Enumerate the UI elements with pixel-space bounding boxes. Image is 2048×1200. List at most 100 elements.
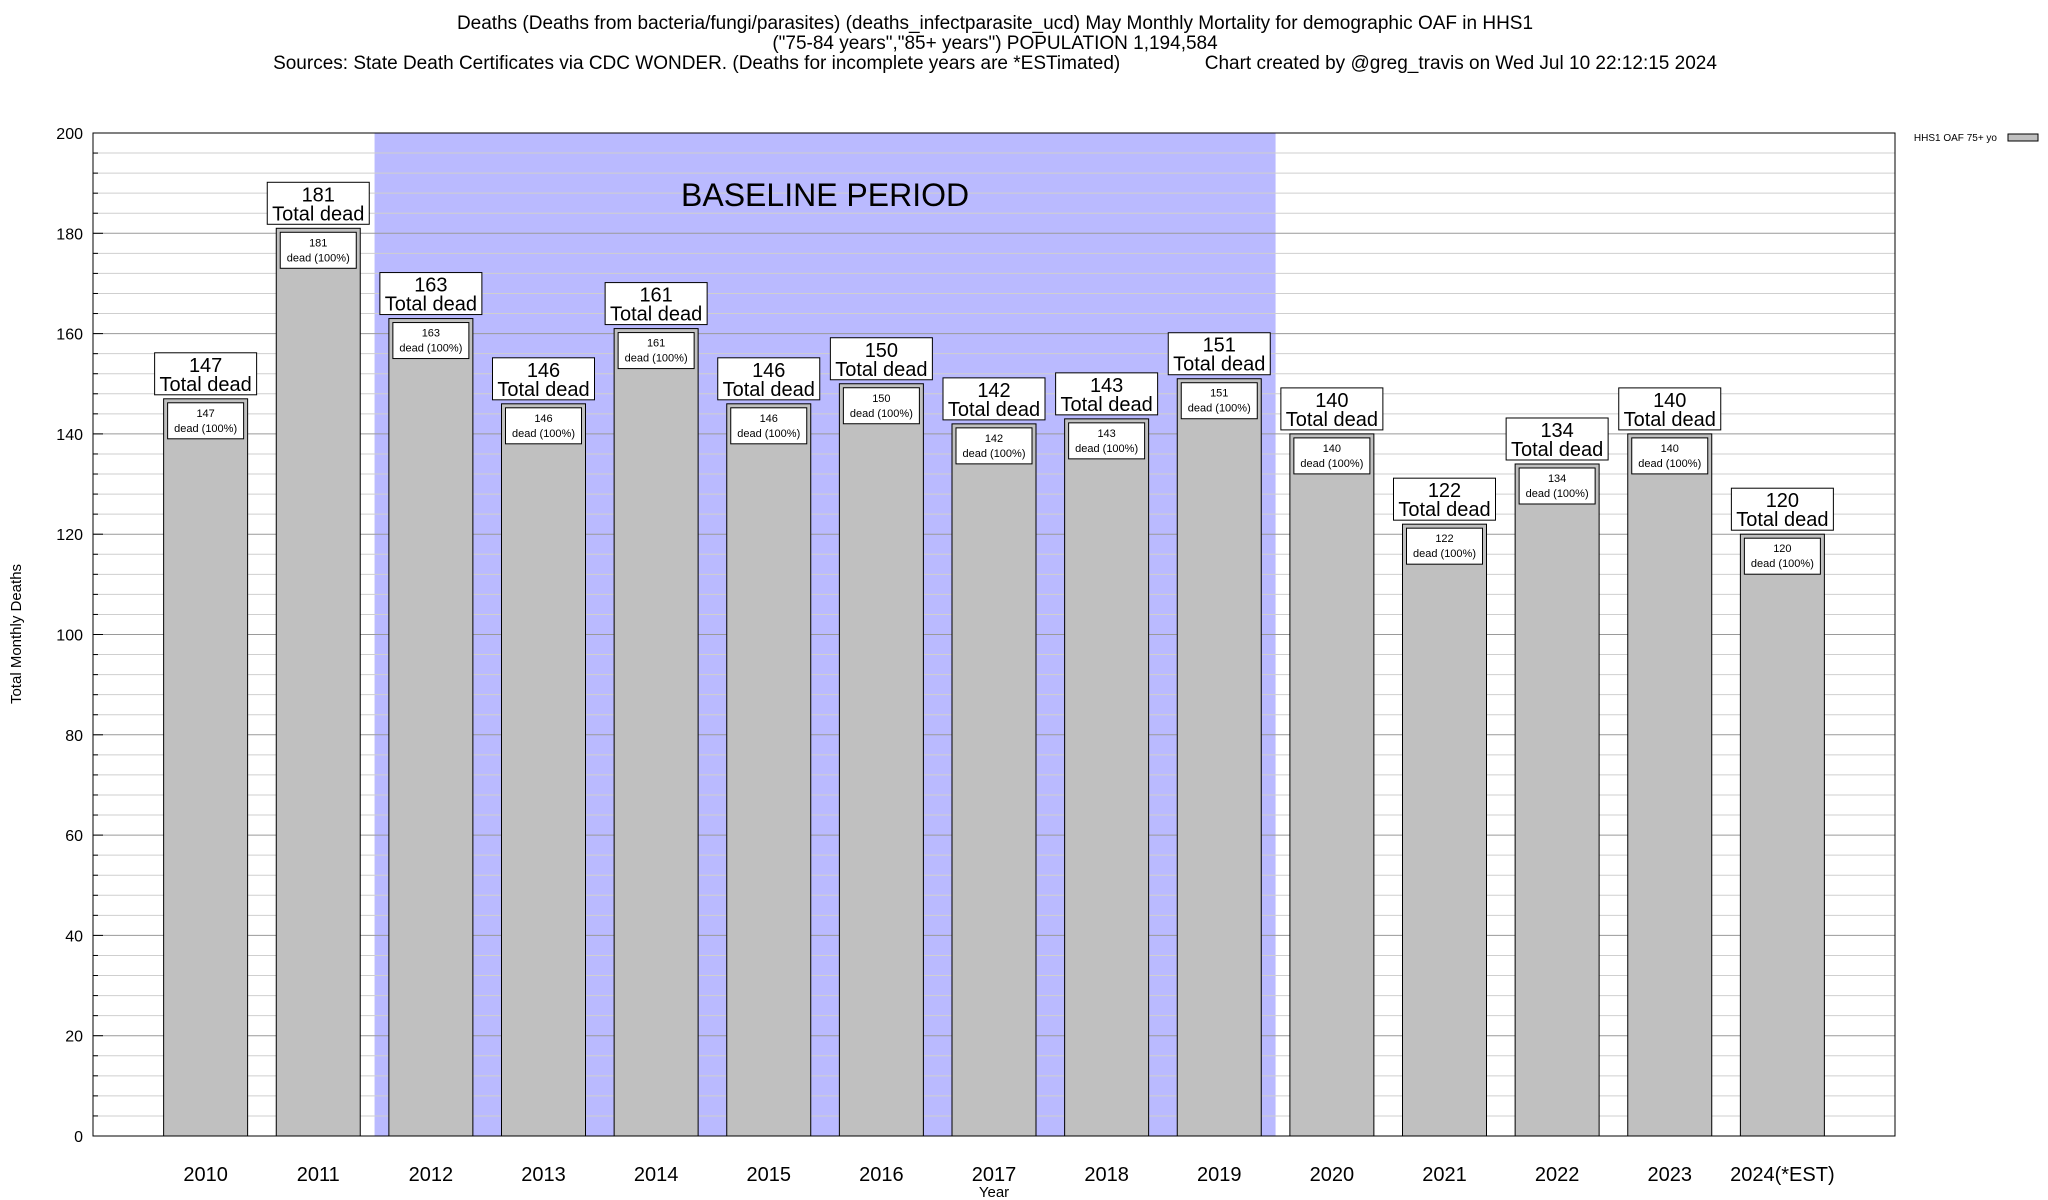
bar-2018 <box>1064 418 1150 1137</box>
bar-2019 <box>1176 378 1262 1137</box>
total-dead-label: Total dead <box>1060 394 1152 416</box>
inner-value-label: 134 <box>1548 473 1566 485</box>
inner-percent-label: dead (100%) <box>287 252 350 264</box>
inner-value-label: 147 <box>196 408 214 420</box>
inner-percent-label: dead (100%) <box>963 448 1026 460</box>
total-label-box <box>829 337 933 381</box>
total-dead-label: Total dead <box>723 379 815 401</box>
inner-value-label: 122 <box>1435 533 1453 545</box>
inner-label-box <box>505 407 582 445</box>
total-value-label: 142 <box>977 380 1010 402</box>
inner-label-box <box>617 332 695 370</box>
x-tick-label: 2011 <box>297 1164 340 1186</box>
x-tick-label: 2014 <box>634 1164 679 1186</box>
inner-label-box <box>1180 382 1258 420</box>
x-tick-label: 2015 <box>747 1164 792 1186</box>
inner-label-box <box>167 402 245 440</box>
total-value-label: 120 <box>1766 490 1799 512</box>
total-dead-label: Total dead <box>1398 499 1490 521</box>
inner-percent-label: dead (100%) <box>850 408 913 420</box>
inner-percent-label: dead (100%) <box>1526 488 1589 500</box>
bar-2021 <box>1402 523 1487 1137</box>
total-label-box <box>942 377 1046 421</box>
total-label-box <box>379 272 483 316</box>
inner-label-box <box>1068 422 1146 460</box>
inner-percent-label: dead (100%) <box>174 423 237 435</box>
inner-value-label: 150 <box>872 393 890 405</box>
total-label-box <box>1393 477 1496 521</box>
inner-percent-label: dead (100%) <box>737 428 800 440</box>
y-tick-label: 100 <box>56 628 83 645</box>
inner-value-label: 140 <box>1323 443 1341 455</box>
total-label-box <box>492 357 595 401</box>
bar-2017 <box>951 423 1037 1137</box>
x-tick-label: 2020 <box>1310 1164 1355 1186</box>
total-dead-label: Total dead <box>610 304 702 326</box>
inner-label-box <box>955 427 1033 465</box>
inner-value-label: 120 <box>1773 543 1791 555</box>
y-tick-label: 160 <box>56 327 83 344</box>
bar-2024(*EST) <box>1739 533 1825 1137</box>
x-tick-label: 2022 <box>1535 1164 1580 1186</box>
bar-2010 <box>163 398 249 1137</box>
total-value-label: 181 <box>302 184 335 206</box>
total-label-box <box>1055 372 1159 416</box>
total-dead-label: Total dead <box>1286 409 1378 431</box>
total-value-label: 163 <box>414 275 447 297</box>
x-axis-title: Year <box>979 1184 1009 1200</box>
y-tick-label: 60 <box>65 828 83 845</box>
total-label-box <box>154 352 258 396</box>
total-label-box <box>717 357 821 401</box>
inner-label-box <box>1518 467 1596 505</box>
inner-value-label: 146 <box>760 413 778 425</box>
total-dead-label: Total dead <box>948 399 1040 421</box>
total-dead-label: Total dead <box>1624 409 1716 431</box>
inner-percent-label: dead (100%) <box>625 353 688 365</box>
baseline-period-label: BASELINE PERIOD <box>681 177 969 213</box>
y-tick-label: 0 <box>74 1129 83 1146</box>
total-label-box <box>1167 332 1271 376</box>
total-dead-label: Total dead <box>159 374 251 396</box>
total-value-label: 140 <box>1653 390 1686 412</box>
total-value-label: 140 <box>1315 390 1348 412</box>
bar-2023 <box>1627 433 1713 1137</box>
x-tick-label: 2012 <box>409 1164 454 1186</box>
inner-label-box <box>1743 537 1821 575</box>
y-tick-label: 120 <box>56 527 83 544</box>
inner-percent-label: dead (100%) <box>1300 458 1363 470</box>
inner-label-box <box>842 387 920 425</box>
total-value-label: 161 <box>639 285 672 307</box>
bar-2014 <box>613 328 699 1137</box>
x-tick-label: 2013 <box>521 1164 566 1186</box>
x-tick-label: 2018 <box>1084 1164 1129 1186</box>
x-tick-label: 2021 <box>1422 1164 1467 1186</box>
bar-2011 <box>275 227 361 1137</box>
y-tick-label: 80 <box>65 728 83 745</box>
bar-2012 <box>388 318 474 1137</box>
plot-frame <box>92 132 1896 1137</box>
chart-header: Deaths (Deaths from bacteria/fungi/paras… <box>0 14 1990 74</box>
y-tick-label: 40 <box>65 928 83 945</box>
inner-percent-label: dead (100%) <box>1638 458 1701 470</box>
inner-percent-label: dead (100%) <box>1075 443 1138 455</box>
inner-value-label: 143 <box>1097 428 1115 440</box>
inner-value-label: 163 <box>422 328 440 340</box>
inner-percent-label: dead (100%) <box>1413 548 1476 560</box>
inner-label-box <box>1293 437 1371 475</box>
inner-label-box <box>392 322 470 360</box>
x-tick-label: 2024(*EST) <box>1730 1164 1835 1186</box>
total-value-label: 147 <box>189 355 222 377</box>
total-value-label: 150 <box>865 340 898 362</box>
chart-title: Deaths (Deaths from bacteria/fungi/paras… <box>456 13 1534 34</box>
inner-value-label: 146 <box>534 413 552 425</box>
inner-value-label: 181 <box>309 237 327 249</box>
total-value-label: 146 <box>752 360 785 382</box>
total-label-box <box>1505 417 1609 461</box>
chart-source-line: Sources: State Death Certificates via CD… <box>273 53 1717 74</box>
inner-value-label: 142 <box>985 433 1003 445</box>
y-tick-label: 140 <box>56 427 83 444</box>
total-label-box <box>1618 387 1722 431</box>
legend-swatch <box>2007 133 2039 142</box>
total-label-box <box>266 181 370 225</box>
